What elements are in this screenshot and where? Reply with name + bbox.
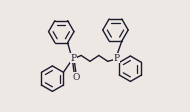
- Text: O: O: [73, 72, 80, 82]
- Text: P: P: [70, 54, 76, 63]
- Text: P: P: [113, 54, 119, 63]
